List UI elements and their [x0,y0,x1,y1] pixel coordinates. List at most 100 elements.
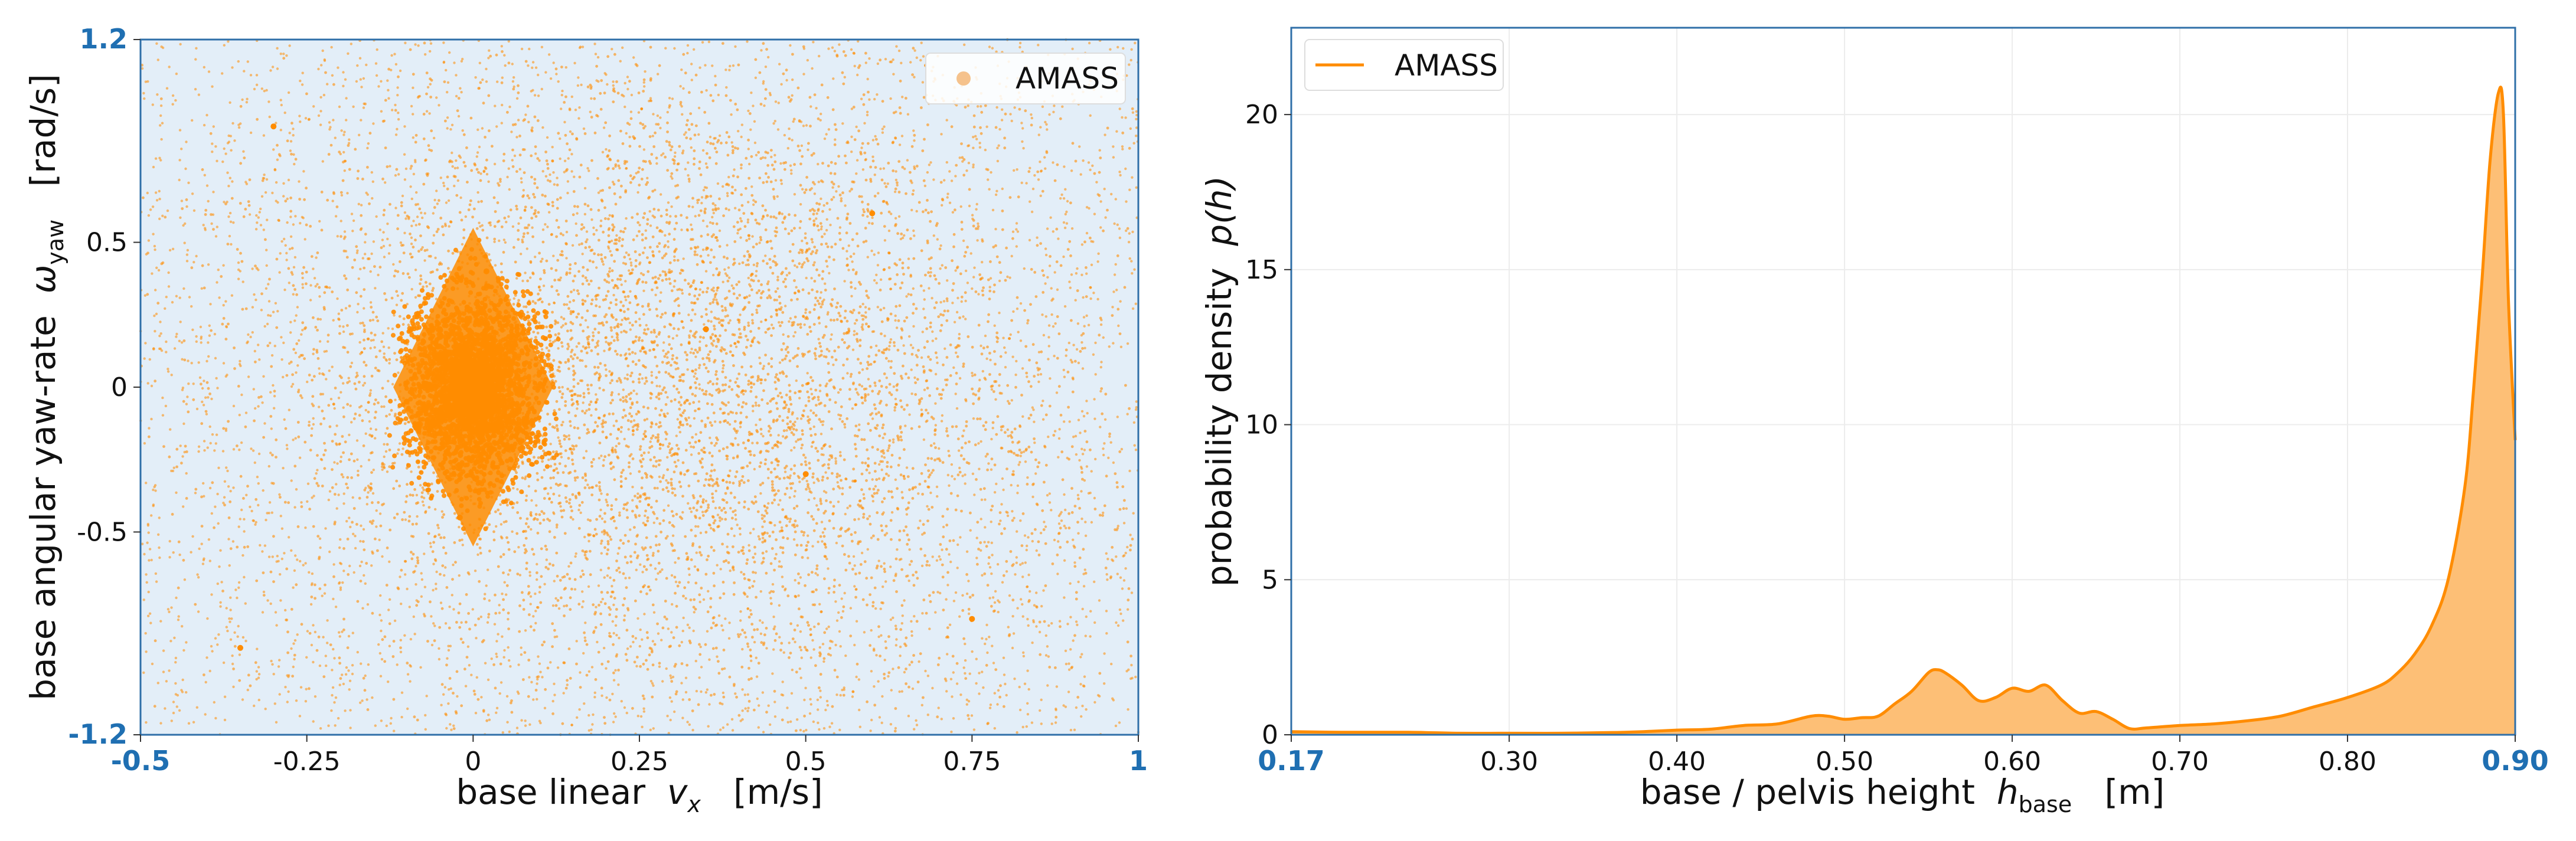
scatter-point [655,364,659,368]
scatter-point [760,49,763,52]
scatter-point [582,600,585,603]
scatter-point [230,294,234,297]
scatter-point [564,66,567,69]
scatter-point [848,397,851,401]
scatter-point [1080,517,1083,521]
scatter-point [558,494,561,498]
scatter-point [791,668,794,672]
scatter-point [520,719,523,722]
scatter-point [814,354,817,357]
scatter-point [964,482,967,485]
scatter-point [628,465,631,469]
scatter-point [711,333,714,336]
scatter-point [657,433,660,436]
scatter-point [860,551,864,555]
scatter-point [828,349,831,353]
scatter-point [322,636,325,639]
scatter-point [403,231,406,234]
scatter-point [339,152,342,156]
scatter-point [876,264,880,267]
scatter-point [573,578,577,581]
scatter-point [1103,442,1106,445]
scatter-point [479,616,482,619]
scatter-point [403,125,406,128]
scatter-point [1015,556,1018,559]
scatter-point [423,259,426,262]
scatter-point [890,689,893,692]
scatter-point [858,571,861,575]
scatter-point [555,73,558,76]
scatter-point [371,180,374,183]
scatter-point [680,68,683,71]
scatter-point [432,588,435,592]
scatter-point [304,562,307,565]
scatter-point [232,448,236,451]
scatter-point [977,442,980,445]
scatter-point [907,715,910,718]
scatter-point [378,538,381,541]
scatter-point [527,659,531,662]
scatter-point [299,559,302,563]
scatter-point [727,266,730,269]
scatter-point [1128,63,1131,66]
scatter-point [710,342,713,345]
scatter-point [145,721,148,724]
scatter-point [873,361,876,364]
scatter-point [861,323,864,326]
scatter-point [612,293,615,297]
scatter-point [1011,615,1014,618]
scatter-point [1086,412,1089,415]
scatter-point [1115,621,1118,624]
scatter-point [985,623,988,627]
scatter-point [428,148,431,151]
scatter-point [435,570,438,574]
scatter-point [142,598,145,601]
scatter-point [257,666,260,669]
scatter-point [442,181,445,185]
scatter-point [178,339,181,342]
scatter-point [877,411,880,414]
scatter-point [813,352,817,355]
scatter-point [1050,722,1053,725]
scatter-point [1031,495,1034,499]
scatter-point [1041,313,1044,316]
scatter-point [364,432,367,435]
scatter-point [666,535,669,538]
scatter-point [339,456,342,459]
scatter-point [829,224,832,227]
scatter-point [343,169,346,172]
scatter-point [576,356,579,359]
scatter-point [498,239,501,243]
scatter-point [387,327,390,330]
scatter-point [449,723,452,726]
scatter-point [732,64,735,67]
scatter-point [680,105,683,108]
scatter-point [208,669,211,673]
scatter-point [777,434,780,437]
scatter-point [756,262,759,265]
scatter-point [206,446,209,449]
scatter-point [384,395,387,398]
scatter-point [362,77,365,80]
scatter-point [885,532,889,535]
scatter-point [773,160,777,163]
scatter-point [993,324,996,327]
scatter-point [447,644,450,647]
scatter-point [401,272,405,275]
scatter-point [691,281,695,284]
scatter-point [874,407,877,410]
scatter-point [185,205,188,208]
scatter-point [1063,596,1066,599]
scatter-point [1080,243,1084,246]
scatter-point [690,453,693,456]
scatter-point [968,672,971,675]
scatter-point [306,380,309,384]
scatter-point [314,284,317,288]
scatter-point [474,76,477,79]
scatter-point [552,254,555,257]
scatter-point [389,722,392,725]
scatter-point [974,135,977,138]
scatter-point [178,159,181,162]
scatter-point [1112,461,1115,464]
scatter-point [236,635,239,638]
